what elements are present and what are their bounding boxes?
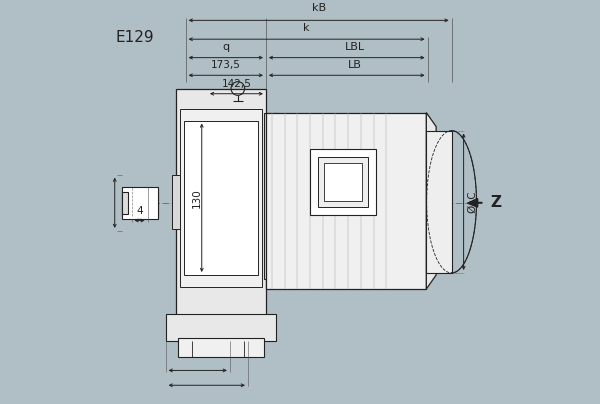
Bar [122,191,128,214]
Text: E129: E129 [116,30,154,45]
Text: 142,5: 142,5 [221,79,251,89]
Bar [166,314,276,341]
Text: q: q [222,42,229,53]
Text: LB: LB [348,61,362,70]
Bar [178,338,264,357]
Bar [179,109,262,287]
Bar [427,130,452,273]
Text: 173,5: 173,5 [211,61,241,70]
Text: 4: 4 [136,206,143,217]
Bar [266,113,427,289]
Text: ØAC: ØAC [467,190,478,213]
Text: LBL: LBL [344,42,365,53]
Text: k: k [304,23,310,33]
Text: Z: Z [490,195,502,210]
Polygon shape [427,113,436,289]
Bar [324,163,362,201]
Bar [184,120,258,275]
Bar [310,149,376,215]
Bar [176,88,266,315]
Bar [318,157,368,207]
Text: 130: 130 [192,188,202,208]
Bar [172,175,179,229]
Text: kB: kB [311,3,326,13]
Bar [122,189,158,216]
Bar [122,187,158,219]
Bar [264,113,278,279]
